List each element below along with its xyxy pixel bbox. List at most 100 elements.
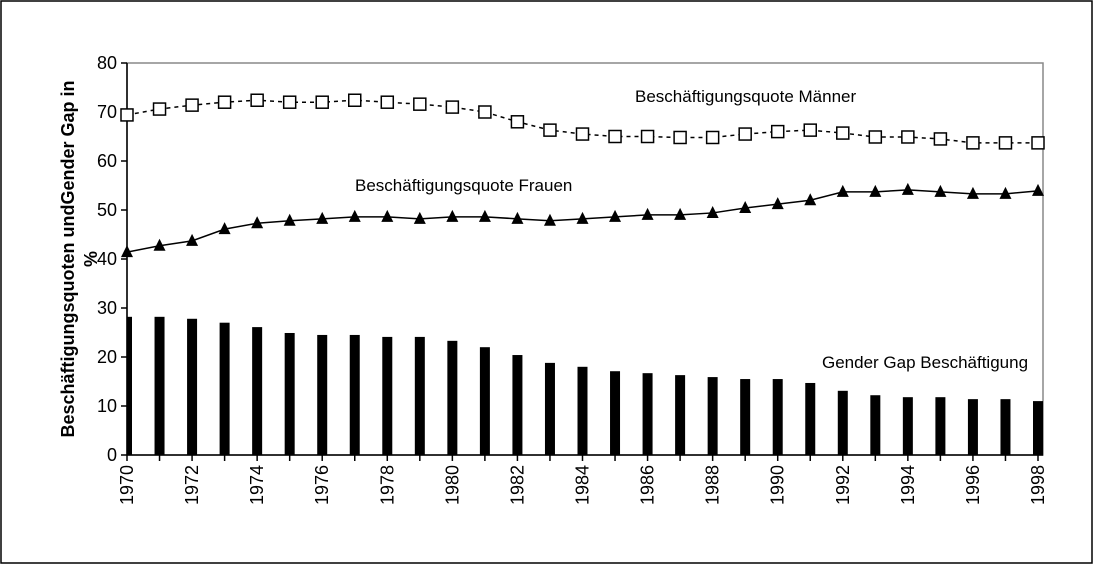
x-tick-label: 1982 — [507, 465, 527, 505]
x-tick-label: 1970 — [117, 465, 137, 505]
marker — [640, 129, 655, 144]
marker — [446, 209, 459, 222]
bar — [1033, 401, 1043, 455]
marker — [510, 115, 525, 129]
bar — [219, 322, 230, 455]
marker — [250, 93, 264, 107]
series-label: Beschäftigungsquote Frauen — [355, 176, 572, 195]
bar — [154, 316, 165, 455]
bar — [935, 397, 946, 455]
bar — [707, 377, 718, 455]
marker — [673, 130, 687, 145]
y-axis-label: Beschäftigungsquoten undGender Gap in — [58, 80, 78, 437]
marker — [413, 97, 427, 111]
bar — [675, 375, 686, 455]
bar — [577, 366, 588, 455]
marker — [120, 108, 134, 122]
bar — [772, 379, 783, 455]
y-tick-label: 80 — [97, 53, 117, 73]
bar — [382, 336, 393, 455]
marker — [771, 197, 784, 210]
x-tick-label: 1976 — [312, 465, 332, 505]
marker — [836, 184, 849, 197]
marker — [998, 136, 1013, 150]
marker — [738, 127, 752, 141]
marker — [966, 186, 979, 199]
marker — [445, 100, 460, 114]
bar — [127, 316, 132, 455]
marker — [869, 184, 882, 197]
marker — [770, 124, 785, 139]
marker — [1031, 136, 1045, 150]
x-tick-label: 1984 — [573, 465, 593, 505]
bar — [967, 399, 978, 455]
marker — [282, 95, 297, 109]
bar — [544, 362, 555, 455]
marker — [739, 201, 752, 214]
x-tick-label: 1980 — [442, 465, 462, 505]
marker — [933, 132, 948, 146]
marker — [543, 123, 557, 137]
marker — [705, 130, 720, 145]
x-tick-label: 1978 — [377, 465, 397, 505]
marker — [901, 130, 915, 144]
y-tick-label: 0 — [107, 445, 117, 465]
marker — [152, 102, 167, 116]
marker — [381, 209, 394, 222]
marker — [153, 238, 166, 251]
y-tick-label: 60 — [97, 151, 117, 171]
marker — [641, 207, 654, 220]
marker — [576, 211, 589, 224]
marker — [868, 130, 883, 144]
marker — [1032, 183, 1044, 196]
marker — [511, 211, 524, 224]
bar — [642, 373, 653, 455]
x-tick-label: 1994 — [898, 465, 918, 505]
marker — [348, 209, 361, 222]
bar — [349, 334, 360, 455]
marker — [674, 207, 687, 220]
marker — [836, 126, 850, 140]
marker — [804, 193, 817, 206]
marker — [999, 186, 1012, 199]
marker — [803, 123, 817, 137]
y-tick-label: 50 — [97, 200, 117, 220]
y-tick-label: 20 — [97, 347, 117, 367]
bar — [512, 355, 523, 455]
marker — [575, 127, 590, 141]
marker — [316, 211, 329, 224]
x-tick-label: 1996 — [963, 465, 983, 505]
marker — [901, 182, 914, 195]
x-tick-label: 1986 — [638, 465, 658, 505]
bar — [837, 390, 848, 455]
y-tick-label: 40 — [97, 249, 117, 269]
bar — [870, 395, 881, 455]
marker — [186, 233, 199, 246]
bar — [805, 382, 816, 455]
bar — [610, 371, 621, 455]
bar — [187, 318, 198, 455]
marker — [609, 209, 622, 222]
bar — [284, 332, 295, 455]
marker — [315, 95, 329, 109]
bar — [414, 336, 425, 455]
marker — [478, 209, 491, 222]
marker — [348, 93, 362, 107]
marker — [543, 213, 556, 226]
x-tick-label: 1974 — [247, 465, 267, 505]
x-tick-label: 1990 — [768, 465, 788, 505]
y-axis-label: % — [81, 251, 101, 267]
bar — [740, 379, 751, 455]
marker — [218, 222, 231, 235]
bar — [252, 327, 263, 455]
marker — [413, 211, 426, 224]
y-tick-label: 70 — [97, 102, 117, 122]
x-tick-label: 1988 — [703, 465, 723, 505]
x-tick-label: 1998 — [1028, 465, 1048, 505]
bar — [1000, 399, 1011, 455]
x-tick-label: 1992 — [833, 465, 853, 505]
marker — [121, 245, 133, 258]
marker — [185, 98, 199, 112]
